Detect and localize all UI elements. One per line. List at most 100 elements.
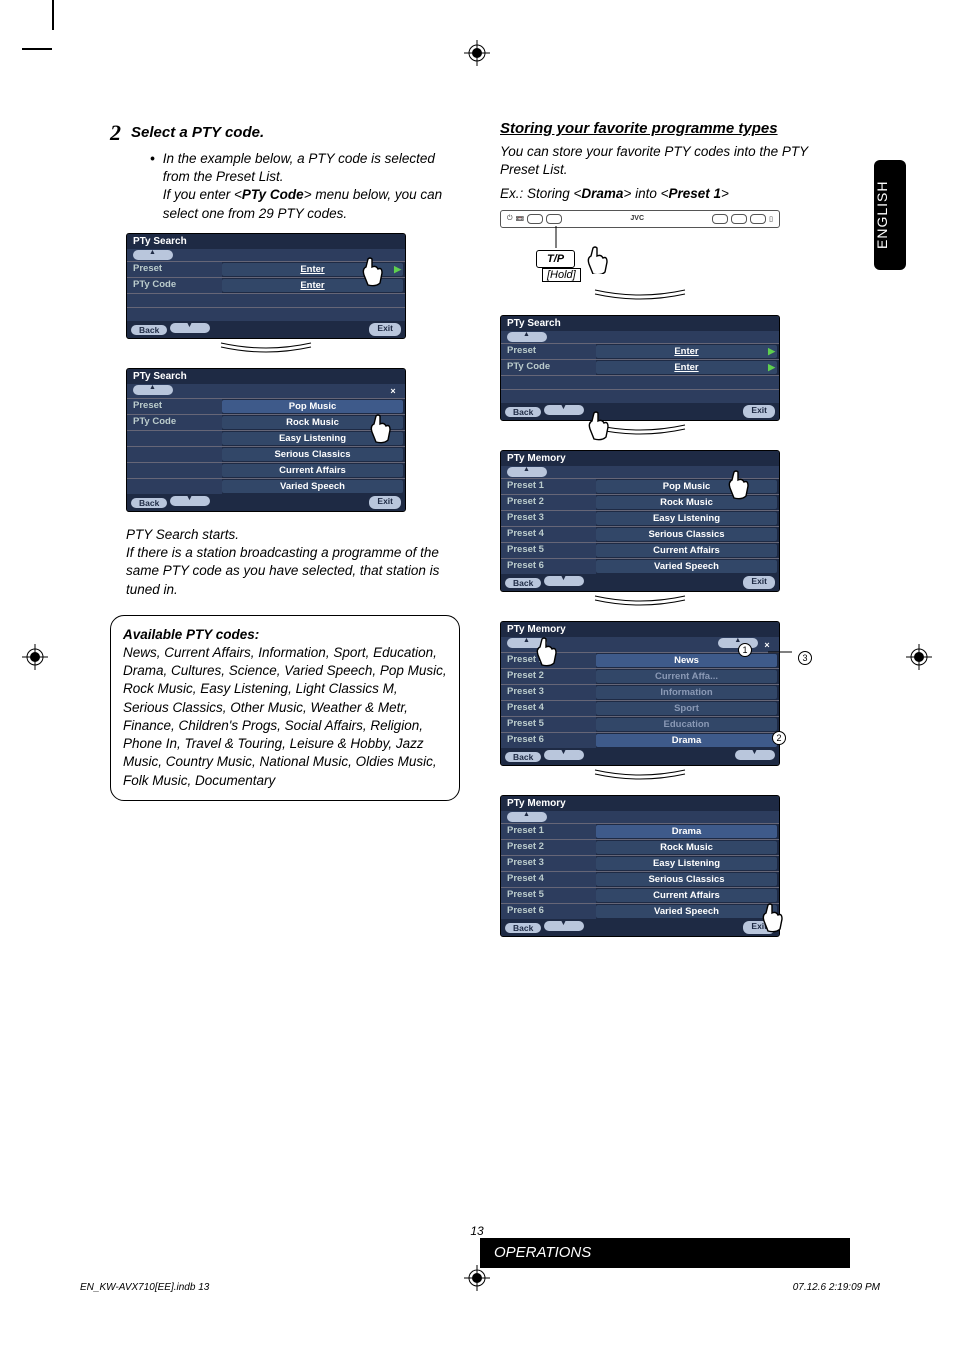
row-label: PTy Code [127, 278, 222, 293]
row-value[interactable]: Easy Listening [596, 857, 777, 870]
back-button[interactable]: Back [505, 578, 541, 588]
print-footer: EN_KW-AVX710[EE].indb 13 07.12.6 2:19:09… [80, 1282, 880, 1293]
note-title: Available PTY codes: [123, 626, 447, 644]
row-label: Preset 2 [501, 495, 596, 510]
row-value[interactable]: Enter▶ [596, 361, 777, 374]
up-button-icon[interactable] [133, 385, 173, 395]
row-value[interactable]: Sport [596, 702, 777, 715]
row-value[interactable]: News [596, 654, 777, 667]
row-value[interactable]: Varied Speech [222, 480, 403, 493]
intro-text: You can store your favorite PTY codes in… [500, 143, 850, 179]
row-value[interactable]: Easy Listening [596, 512, 777, 525]
row-value[interactable]: Varied Speech [596, 560, 777, 573]
down-button-icon[interactable] [544, 405, 584, 415]
screen-title: PTy Search [501, 316, 779, 331]
down-button-icon[interactable] [170, 323, 210, 333]
down-button-icon[interactable] [735, 750, 775, 760]
up-button-icon[interactable] [507, 812, 547, 822]
row-value[interactable]: Pop Music [222, 400, 403, 413]
tp-button-label: T/P [536, 250, 575, 268]
row-label: Preset [127, 262, 222, 277]
row-value[interactable]: Information [596, 686, 777, 699]
note-body: News, Current Affairs, Information, Spor… [123, 644, 447, 790]
bullet-text-a: In the example below, a PTY code is sele… [163, 151, 435, 184]
row-value[interactable]: Drama [596, 734, 777, 747]
row-value[interactable]: Varied Speech [596, 905, 777, 918]
screen-pty-memory-b: PTy Memory Preset 1Pop Music Preset 2Roc… [500, 450, 780, 592]
row-value[interactable]: Education [596, 718, 777, 731]
down-button-icon[interactable] [544, 576, 584, 586]
row-value[interactable]: Current Affairs [222, 464, 403, 477]
faceplate-button[interactable] [712, 214, 728, 224]
faceplate-button[interactable] [731, 214, 747, 224]
footer-time: 07.12.6 2:19:09 PM [793, 1282, 880, 1293]
example-text: Ex.: Storing <Drama> into <Preset 1> [500, 185, 850, 203]
explain-line-2: If there is a station broadcasting a pro… [126, 544, 460, 599]
flow-connector-icon [500, 423, 780, 442]
screen-pty-search-2: PTy Search × PresetPop Music PTy CodeRoc… [126, 368, 406, 512]
available-pty-codes-box: Available PTY codes: News, Current Affai… [110, 615, 460, 801]
faceplate-button[interactable] [546, 214, 562, 224]
explain-line-1: PTY Search starts. [126, 526, 460, 544]
flow-connector-icon [500, 288, 780, 307]
row-label: Preset 1 [501, 479, 596, 494]
down-button-icon[interactable] [170, 496, 210, 506]
row-value[interactable]: Drama [596, 825, 777, 838]
row-value[interactable]: Rock Music [222, 416, 403, 429]
exit-button[interactable]: Exit [743, 921, 775, 934]
row-value[interactable]: Rock Music [596, 841, 777, 854]
up-button-icon[interactable] [133, 250, 173, 260]
up-button-icon[interactable] [507, 638, 547, 648]
crop-mark [52, 0, 54, 30]
back-button[interactable]: Back [505, 923, 541, 933]
down-button-icon[interactable] [544, 750, 584, 760]
callout-1: 1 [738, 643, 752, 657]
close-icon[interactable]: × [387, 385, 399, 397]
step-body: • In the example below, a PTY code is se… [150, 150, 460, 223]
page-number: 13 [0, 1224, 954, 1238]
exit-button[interactable]: Exit [369, 323, 401, 336]
power-icon: ⏻ [507, 215, 513, 223]
back-button[interactable]: Back [505, 407, 541, 417]
back-button[interactable]: Back [131, 498, 167, 508]
row-label: Preset 5 [501, 543, 596, 558]
footer-file: EN_KW-AVX710[EE].indb 13 [80, 1282, 209, 1293]
row-label: Preset [127, 399, 222, 414]
section-subhead: Storing your favorite programme types [500, 120, 850, 137]
screen-title: PTy Memory [501, 796, 779, 811]
row-value[interactable]: Current Affairs [596, 544, 777, 557]
row-label: Preset 6 [501, 904, 596, 919]
row-value[interactable]: Serious Classics [596, 528, 777, 541]
row-label: Preset 3 [501, 511, 596, 526]
back-button[interactable]: Back [505, 752, 541, 762]
row-value[interactable]: Current Affa... [596, 670, 777, 683]
up-button-icon[interactable] [507, 467, 547, 477]
row-value[interactable]: Enter [222, 279, 403, 292]
row-value[interactable]: Easy Listening [222, 432, 403, 445]
row-label: Preset 4 [501, 872, 596, 887]
row-label: Preset 6 [501, 559, 596, 574]
row-value[interactable]: Serious Classics [596, 873, 777, 886]
row-label: Preset 3 [501, 856, 596, 871]
down-button-icon[interactable] [544, 921, 584, 931]
row-value[interactable]: Enter▶ [222, 263, 403, 276]
row-value[interactable]: Serious Classics [222, 448, 403, 461]
row-value[interactable]: Current Affairs [596, 889, 777, 902]
row-value[interactable]: Pop Music [596, 480, 777, 493]
up-button-icon[interactable] [507, 332, 547, 342]
row-label: Preset 2 [501, 669, 596, 684]
step-heading: 2 Select a PTY code. [110, 120, 460, 146]
row-value[interactable]: Rock Music [596, 496, 777, 509]
crop-mark [22, 48, 52, 50]
arrow-right-icon: ▶ [394, 264, 401, 275]
faceplate-button[interactable] [527, 214, 543, 224]
row-value[interactable]: Enter▶ [596, 345, 777, 358]
exit-button[interactable]: Exit [743, 405, 775, 418]
callout-2: 2 [772, 731, 786, 745]
callout-line [768, 645, 792, 659]
faceplate-button[interactable] [750, 214, 766, 224]
exit-button[interactable]: Exit [369, 496, 401, 509]
jvc-logo: JVC [630, 215, 644, 222]
back-button[interactable]: Back [131, 325, 167, 335]
exit-button[interactable]: Exit [743, 576, 775, 589]
